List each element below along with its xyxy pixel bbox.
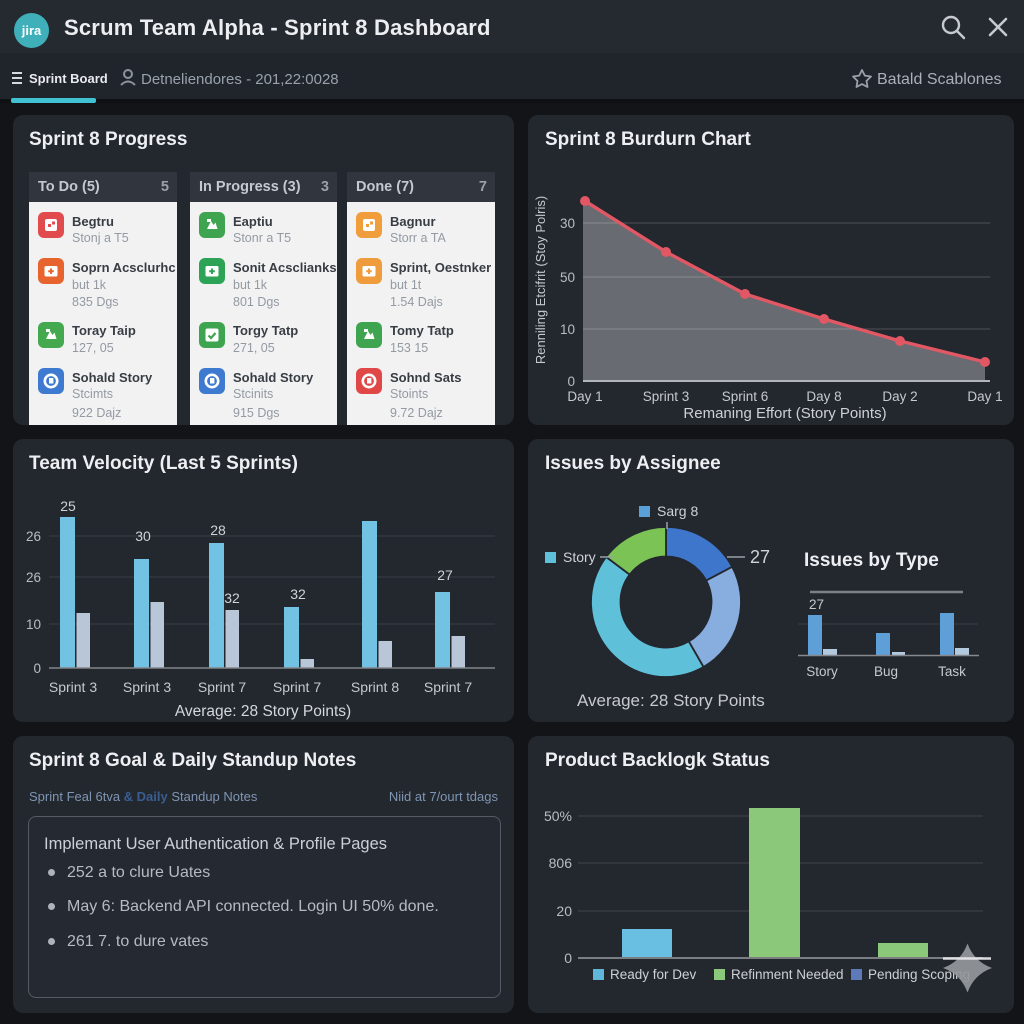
svg-text:Refinment Needed: Refinment Needed: [731, 967, 844, 982]
svg-text:Sprint 3: Sprint 3: [49, 679, 97, 695]
svg-text:Sprint 7: Sprint 7: [198, 679, 246, 695]
svg-text:Day 1: Day 1: [967, 389, 1002, 404]
svg-text:Day 8: Day 8: [806, 389, 841, 404]
svg-text:Day 1: Day 1: [567, 389, 602, 404]
svg-text:Bug: Bug: [874, 664, 898, 679]
svg-text:Sprint 7: Sprint 7: [273, 679, 321, 695]
svg-text:Remaning Effort (Story Points): Remaning Effort (Story Points): [683, 405, 886, 422]
svg-text:Sprint 3: Sprint 3: [643, 389, 690, 404]
svg-text:Average: 28 Story Points: Average: 28 Story Points: [577, 691, 765, 710]
svg-text:50: 50: [560, 270, 575, 285]
svg-text:Sprint 7: Sprint 7: [424, 679, 472, 695]
svg-text:26: 26: [26, 570, 41, 585]
svg-text:Ready for Dev: Ready for Dev: [610, 967, 697, 982]
svg-text:Day 2: Day 2: [882, 389, 917, 404]
svg-text:806: 806: [549, 855, 573, 871]
svg-text:27: 27: [750, 547, 770, 567]
svg-text:0: 0: [567, 374, 575, 389]
svg-text:0: 0: [564, 950, 572, 966]
svg-text:30: 30: [560, 216, 575, 231]
svg-text:0: 0: [33, 661, 41, 676]
svg-text:32: 32: [290, 586, 306, 602]
svg-text:32: 32: [224, 590, 240, 606]
svg-text:10: 10: [26, 617, 41, 632]
svg-text:Sprint 3: Sprint 3: [123, 679, 171, 695]
svg-text:27: 27: [437, 567, 453, 583]
svg-text:26: 26: [26, 529, 41, 544]
svg-text:30: 30: [135, 528, 151, 544]
svg-text:Detneliendores - 201,22:0028: Detneliendores - 201,22:0028: [141, 71, 339, 88]
svg-text:25: 25: [60, 498, 76, 514]
svg-text:20: 20: [556, 903, 572, 919]
svg-text:28: 28: [210, 522, 226, 538]
svg-text:Pending Scoping: Pending Scoping: [868, 967, 970, 982]
svg-text:Task: Task: [938, 664, 966, 679]
svg-text:Average: 28 Story Points): Average: 28 Story Points): [175, 703, 351, 720]
svg-text:Sprint Board: Sprint Board: [29, 71, 108, 86]
svg-text:Story: Story: [563, 549, 596, 565]
svg-text:Renniling Etcifrit (Stoy Polri: Renniling Etcifrit (Stoy Polris): [533, 196, 548, 364]
svg-text:27: 27: [809, 597, 824, 612]
svg-text:Issues by Type: Issues by Type: [804, 550, 939, 571]
svg-text:Sprint 6: Sprint 6: [722, 389, 769, 404]
svg-text:Sprint 8: Sprint 8: [351, 679, 399, 695]
svg-text:50%: 50%: [544, 808, 572, 824]
svg-text:Sarg 8: Sarg 8: [657, 503, 698, 519]
svg-text:10: 10: [560, 322, 575, 337]
svg-text:Batald Scablones: Batald Scablones: [877, 71, 1002, 88]
svg-text:Story: Story: [806, 664, 838, 679]
